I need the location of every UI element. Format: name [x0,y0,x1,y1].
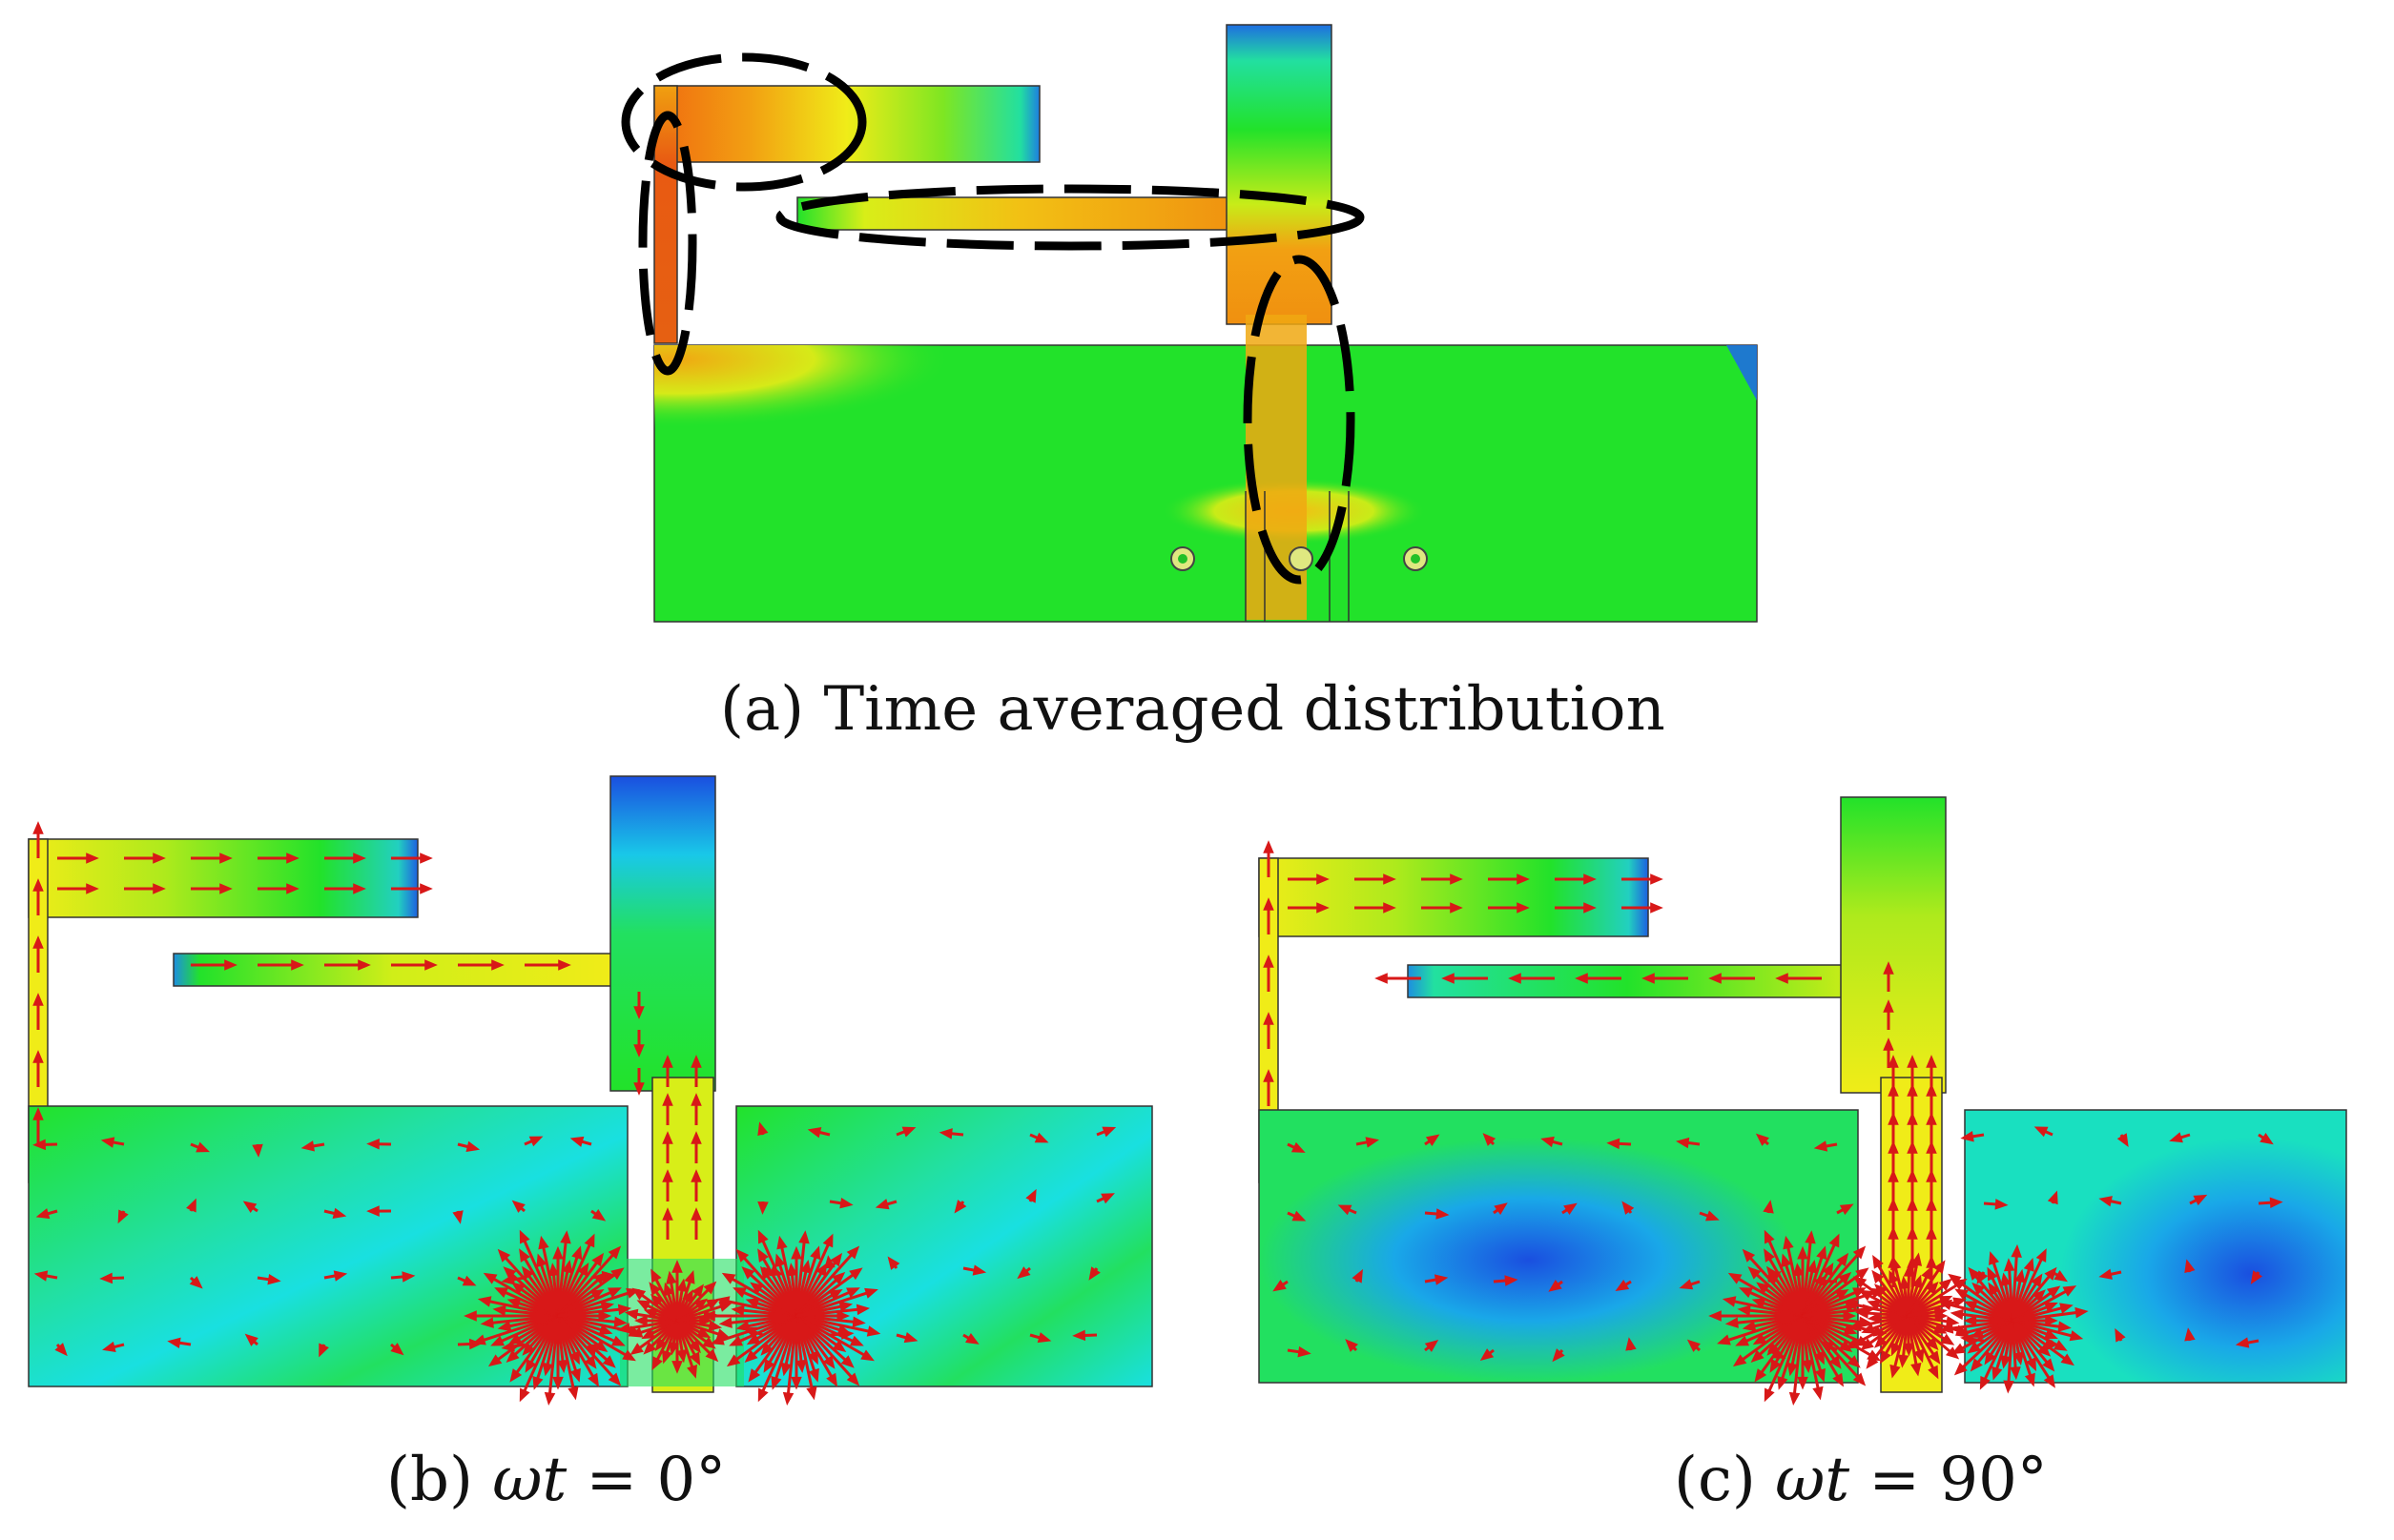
panel-a-time-averaged [0,0,2394,648]
caption-a: (a) Time averaged distribution [720,674,1665,745]
middle-arm-strip [796,196,1247,231]
panel-c-phase-90 [1221,763,2394,1411]
current-vector-arrow [32,821,1117,1407]
caption-c-symbol: ωt [1775,1445,1850,1515]
caption-b-prefix: (b) [386,1445,493,1515]
antenna-field-plot-b [28,775,1153,1407]
dashed-ellipse-marker [621,52,1365,585]
current-vector-arrow [1263,840,2283,1407]
caption-c: (c) ωt = 90° [1674,1449,2048,1510]
right-vertical-stub [1226,24,1332,325]
caption-b-symbol: ωt [492,1445,568,1515]
caption-b: (b) ωt = 0° [386,1449,726,1510]
antenna-field-plot-c [1258,796,2347,1407]
caption-b-suffix: = 0° [567,1445,727,1515]
panel-b-phase-0 [0,763,1202,1411]
caption-c-prefix: (c) [1674,1445,1776,1515]
caption-c-suffix: = 90° [1849,1445,2048,1515]
antenna-field-plot-a [621,24,1758,623]
